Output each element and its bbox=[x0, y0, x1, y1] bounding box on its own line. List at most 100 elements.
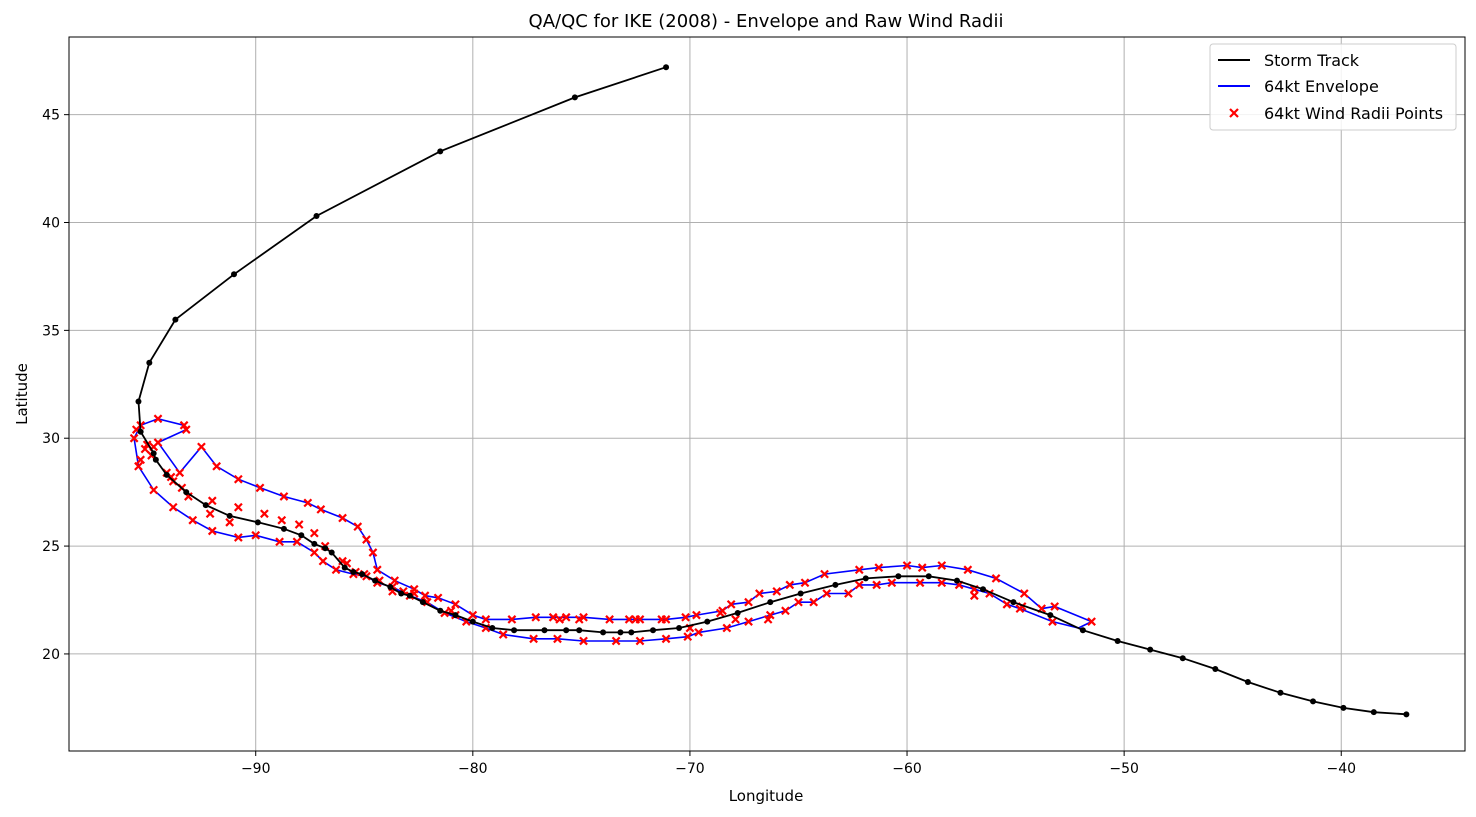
wind-radii-point bbox=[498, 630, 508, 639]
wind-radii-point bbox=[887, 578, 897, 588]
storm-track-point bbox=[226, 512, 233, 519]
storm-track-point bbox=[1079, 627, 1086, 634]
storm-track-point bbox=[172, 316, 179, 323]
wind-radii-point bbox=[233, 474, 243, 484]
wind-radii-point bbox=[309, 528, 319, 538]
storm-track-point bbox=[406, 592, 413, 599]
wind-radii-point bbox=[820, 569, 829, 579]
storm-track-point bbox=[1370, 709, 1377, 716]
x-axis-ticks: −90 −80 −70 −60 −50 −40 bbox=[241, 751, 1356, 777]
storm-track-point bbox=[341, 564, 348, 571]
storm-track-point bbox=[452, 612, 459, 619]
y-tick-label: 30 bbox=[42, 431, 60, 447]
storm-track-point bbox=[150, 450, 157, 457]
wind-radii-point bbox=[233, 533, 243, 542]
storm-track-point bbox=[1403, 711, 1410, 718]
storm-track-point bbox=[202, 502, 209, 509]
wind-radii-point bbox=[579, 612, 588, 622]
wind-radii-point bbox=[915, 578, 925, 588]
wind-radii-point bbox=[529, 634, 538, 644]
y-axis-ticks: 20 25 30 35 40 45 bbox=[42, 108, 69, 663]
wind-radii-point bbox=[937, 578, 947, 588]
wind-radii-point bbox=[140, 444, 150, 454]
wind-radii-point bbox=[872, 580, 882, 590]
storm-track-point bbox=[372, 577, 379, 584]
wind-radii-point bbox=[153, 414, 163, 424]
wind-radii-point bbox=[175, 468, 185, 478]
wind-radii-point bbox=[765, 610, 775, 620]
wind-radii-point bbox=[681, 612, 690, 622]
wind-radii-point bbox=[969, 591, 979, 601]
wind-radii-point bbox=[963, 565, 973, 575]
storm-track-point bbox=[387, 584, 394, 591]
wind-radii-point bbox=[294, 520, 304, 529]
storm-track-point bbox=[1340, 704, 1347, 711]
wind-radii-point bbox=[755, 589, 764, 598]
wind-radii-point bbox=[844, 589, 853, 598]
storm-track-point bbox=[704, 618, 711, 625]
storm-track-point bbox=[328, 549, 335, 556]
x-tick-label: −80 bbox=[458, 761, 488, 777]
wind-radii-point bbox=[694, 627, 703, 637]
storm-track-point bbox=[571, 94, 578, 101]
storm-track-point bbox=[895, 573, 902, 580]
storm-track-point bbox=[280, 525, 287, 532]
x-tick-label: −90 bbox=[241, 761, 271, 777]
chart-title: QA/QC for IKE (2008) - Envelope and Raw … bbox=[529, 11, 1004, 32]
storm-track-point bbox=[767, 599, 774, 606]
wind-radii-point bbox=[917, 563, 927, 573]
wind-radii-point bbox=[277, 515, 287, 525]
wind-radii-point bbox=[715, 608, 725, 618]
wind-radii-point bbox=[531, 612, 541, 622]
storm-track-point bbox=[231, 271, 238, 278]
x-axis-label: Longitude bbox=[729, 787, 804, 805]
wind-radii-point bbox=[548, 612, 558, 622]
wind-radii-point bbox=[168, 502, 178, 512]
wind-radii-point bbox=[207, 526, 217, 536]
x-tick-label: −40 bbox=[1326, 761, 1356, 777]
storm-track-point bbox=[1147, 646, 1154, 653]
wind-radii-point bbox=[731, 615, 740, 624]
x-tick-label: −70 bbox=[675, 761, 705, 777]
storm-track-point bbox=[576, 627, 583, 634]
wind-radii-point bbox=[368, 548, 378, 557]
storm-track-point bbox=[489, 625, 496, 632]
legend-envelope-label: 64kt Envelope bbox=[1264, 77, 1379, 96]
storm-track-point bbox=[322, 545, 329, 552]
legend: Storm Track 64kt Envelope 64kt Wind Radi… bbox=[1209, 43, 1457, 131]
wind-radii-point bbox=[579, 636, 588, 646]
wind-radii-point bbox=[854, 565, 864, 575]
wind-radii-point bbox=[149, 485, 159, 495]
storm-track-point bbox=[146, 359, 153, 366]
storm-track-point bbox=[676, 625, 683, 632]
wind-radii-point bbox=[233, 502, 243, 512]
wind-radii-point bbox=[772, 586, 782, 596]
wind-radii-point bbox=[555, 615, 565, 624]
wind-radii-point bbox=[316, 505, 326, 514]
wind-radii-point bbox=[553, 634, 562, 644]
wind-radii-point bbox=[657, 615, 667, 624]
wind-radii-point bbox=[390, 576, 400, 585]
storm-track-point bbox=[511, 627, 518, 634]
storm-track-point bbox=[437, 607, 444, 614]
axes-frame bbox=[68, 36, 1466, 752]
wind-radii-point bbox=[338, 513, 347, 523]
wind-radii-point bbox=[1050, 602, 1060, 611]
wind-radii-point bbox=[800, 578, 810, 588]
storm-track-point bbox=[298, 532, 305, 539]
wind-radii-point bbox=[134, 461, 143, 471]
legend-box bbox=[1209, 43, 1457, 131]
legend-track-label: Storm Track bbox=[1264, 51, 1360, 70]
wind-radii-point bbox=[353, 522, 363, 532]
wind-radii-point bbox=[260, 509, 269, 519]
storm-track-point bbox=[925, 573, 932, 580]
grid bbox=[69, 37, 1465, 751]
wind-radii-point bbox=[822, 589, 832, 598]
storm-track-point bbox=[311, 540, 318, 547]
wind-radii-point bbox=[574, 615, 584, 624]
storm-track-point bbox=[163, 471, 170, 478]
storm-track-point bbox=[1277, 689, 1284, 696]
wind-radii-point bbox=[331, 565, 341, 575]
wind-radii-point bbox=[605, 615, 614, 624]
